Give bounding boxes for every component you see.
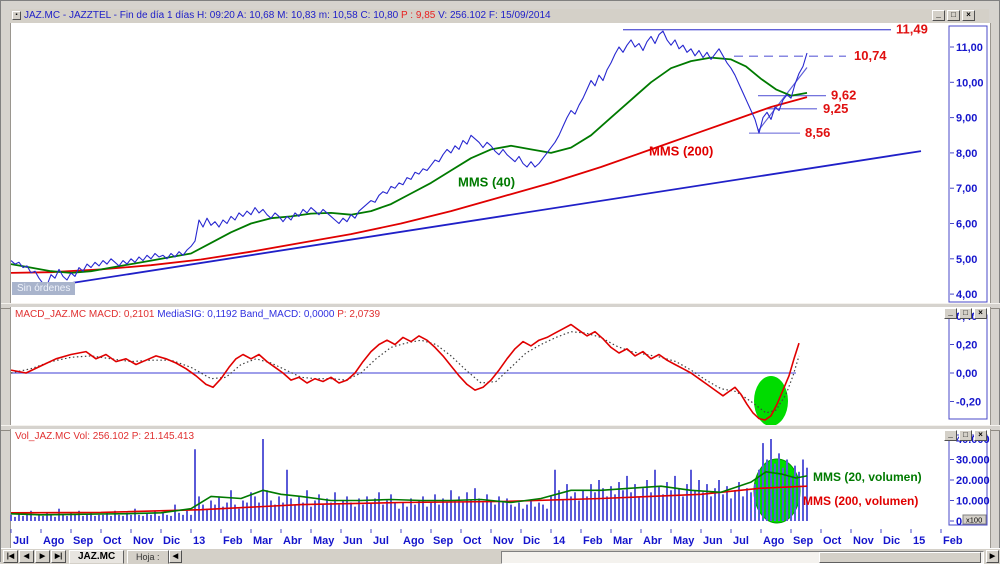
svg-text:Jul: Jul: [373, 535, 389, 547]
maximize-icon[interactable]: □: [959, 308, 972, 319]
svg-text:Jun: Jun: [703, 535, 723, 547]
svg-text:May: May: [673, 535, 695, 547]
svg-text:5,00: 5,00: [956, 254, 977, 266]
svg-text:Feb: Feb: [943, 535, 963, 547]
volume-panel: Vol_JAZ.MC Vol: 256.102 P: 21.145.413 _ …: [1, 429, 1000, 529]
svg-text:Mar: Mar: [253, 535, 273, 547]
svg-text:Nov: Nov: [853, 535, 875, 547]
svg-text:Feb: Feb: [583, 535, 603, 547]
svg-text:Oct: Oct: [103, 535, 122, 547]
svg-text:11,49: 11,49: [896, 23, 928, 37]
svg-text:Ago: Ago: [403, 535, 425, 547]
svg-text:20.000: 20.000: [956, 475, 990, 487]
svg-text:8,00: 8,00: [956, 148, 977, 160]
svg-text:Mar: Mar: [613, 535, 633, 547]
volume-panel-window-controls: _ □ ×: [944, 430, 987, 441]
svg-text:Sep: Sep: [73, 535, 93, 547]
svg-text:Abr: Abr: [643, 535, 663, 547]
svg-text:Abr: Abr: [283, 535, 303, 547]
svg-text:4,00: 4,00: [956, 289, 977, 301]
tab-scroll-left-icon[interactable]: ◀: [169, 550, 182, 563]
svg-text:Jul: Jul: [13, 535, 29, 547]
close-icon[interactable]: ×: [962, 10, 975, 21]
svg-text:Dic: Dic: [163, 535, 180, 547]
svg-text:Nov: Nov: [133, 535, 155, 547]
first-page-button[interactable]: |◀: [3, 550, 18, 563]
time-axis-background: [10, 529, 991, 548]
svg-text:10,00: 10,00: [956, 77, 984, 89]
svg-text:6,00: 6,00: [956, 219, 977, 231]
last-page-button[interactable]: ▶|: [51, 550, 66, 563]
macd-header-text: MACD_JAZ.MC MACD: 0,2101 MediaSIG: 0,119…: [15, 309, 381, 320]
horizontal-scrollbar[interactable]: [501, 551, 984, 564]
svg-text:Jun: Jun: [343, 535, 363, 547]
svg-text:15: 15: [913, 535, 925, 547]
svg-text:10,74: 10,74: [854, 48, 887, 63]
system-menu-button[interactable]: ▪: [12, 11, 21, 20]
svg-text:8,56: 8,56: [805, 125, 830, 140]
svg-text:-0,20: -0,20: [956, 397, 981, 409]
svg-text:9,25: 9,25: [823, 101, 848, 116]
svg-text:MMS (200): MMS (200): [649, 144, 713, 159]
svg-text:0: 0: [956, 516, 962, 528]
svg-text:14: 14: [553, 535, 566, 547]
svg-text:MMS (20, volumen): MMS (20, volumen): [813, 470, 922, 484]
svg-text:May: May: [313, 535, 335, 547]
volume-panel-background: [10, 429, 991, 529]
svg-text:9,00: 9,00: [956, 113, 977, 125]
macd-chart-svg[interactable]: 0,400,200,00-0,20: [1, 307, 1000, 425]
price-panel: 11,49 10,74 9,62 9,25 8,56 MMS (40) MMS (200) 1…: [1, 23, 1000, 303]
svg-text:Nov: Nov: [493, 535, 515, 547]
svg-text:x100: x100: [966, 516, 982, 525]
svg-text:7,00: 7,00: [956, 183, 977, 195]
svg-text:MMS (40): MMS (40): [458, 174, 515, 189]
svg-text:30.000: 30.000: [956, 455, 990, 467]
svg-text:10.000: 10.000: [956, 496, 990, 508]
svg-text:Oct: Oct: [823, 535, 842, 547]
close-icon[interactable]: ×: [974, 430, 987, 441]
svg-text:0,00: 0,00: [956, 368, 977, 380]
time-axis-svg: Jul Ago Sep Oct Nov Dic 13 Feb Mar Abr May Jun Jul Ag…: [10, 529, 963, 547]
scroll-right-icon[interactable]: ▶: [986, 550, 999, 563]
svg-text:MMS (200, volumen): MMS (200, volumen): [803, 494, 918, 508]
minimize-icon[interactable]: _: [932, 10, 945, 21]
svg-text:Jul: Jul: [733, 535, 749, 547]
svg-text:11,00: 11,00: [956, 42, 983, 54]
svg-text:Ago: Ago: [43, 535, 65, 547]
minimize-icon[interactable]: _: [944, 430, 957, 441]
time-axis: Jul Ago Sep Oct Nov Dic 13 Feb Mar Abr May Jun Jul Ag…: [1, 529, 1000, 548]
macd-panel: MACD_JAZ.MC MACD: 0,2101 MediaSIG: 0,119…: [1, 307, 1000, 425]
svg-text:Sep: Sep: [793, 535, 813, 547]
svg-text:Sep: Sep: [433, 535, 453, 547]
price-chart-svg[interactable]: 11,49 10,74 9,629,25 8,56 MMS (40) MMS (200) 1…: [1, 23, 1000, 303]
svg-text:Ago: Ago: [763, 535, 785, 547]
minimize-icon[interactable]: _: [944, 308, 957, 319]
maximize-icon[interactable]: □: [947, 10, 960, 21]
svg-text:Dic: Dic: [523, 535, 540, 547]
symbol-info-bar: ▪ JAZ.MC - JAZZTEL - Fin de día 1 días H…: [10, 9, 989, 23]
svg-text:9,62: 9,62: [831, 88, 856, 103]
scrollbar-thumb[interactable]: [819, 552, 981, 563]
prev-page-button[interactable]: ◀: [19, 550, 34, 563]
svg-text:13: 13: [193, 535, 205, 547]
macd-panel-background: [10, 307, 991, 425]
symbol-info-text: JAZ.MC - JAZZTEL - Fin de día 1 días H: …: [24, 10, 551, 21]
volume-chart-svg[interactable]: MMS (20, volumen)MMS (200, volumen)40.00…: [1, 429, 1000, 529]
svg-text:Feb: Feb: [223, 535, 243, 547]
close-icon[interactable]: ×: [974, 308, 987, 319]
svg-text:0,20: 0,20: [956, 340, 977, 352]
maximize-icon[interactable]: □: [959, 430, 972, 441]
svg-text:Dic: Dic: [883, 535, 900, 547]
no-orders-badge: Sin órdenes: [12, 282, 76, 295]
macd-panel-window-controls: _ □ ×: [944, 308, 987, 319]
price-panel-window-controls: _ □ ×: [932, 10, 975, 21]
next-page-button[interactable]: ▶: [35, 550, 50, 563]
svg-text:Oct: Oct: [463, 535, 482, 547]
volume-header-text: Vol_JAZ.MC Vol: 256.102 P: 21.145.413: [15, 431, 195, 442]
